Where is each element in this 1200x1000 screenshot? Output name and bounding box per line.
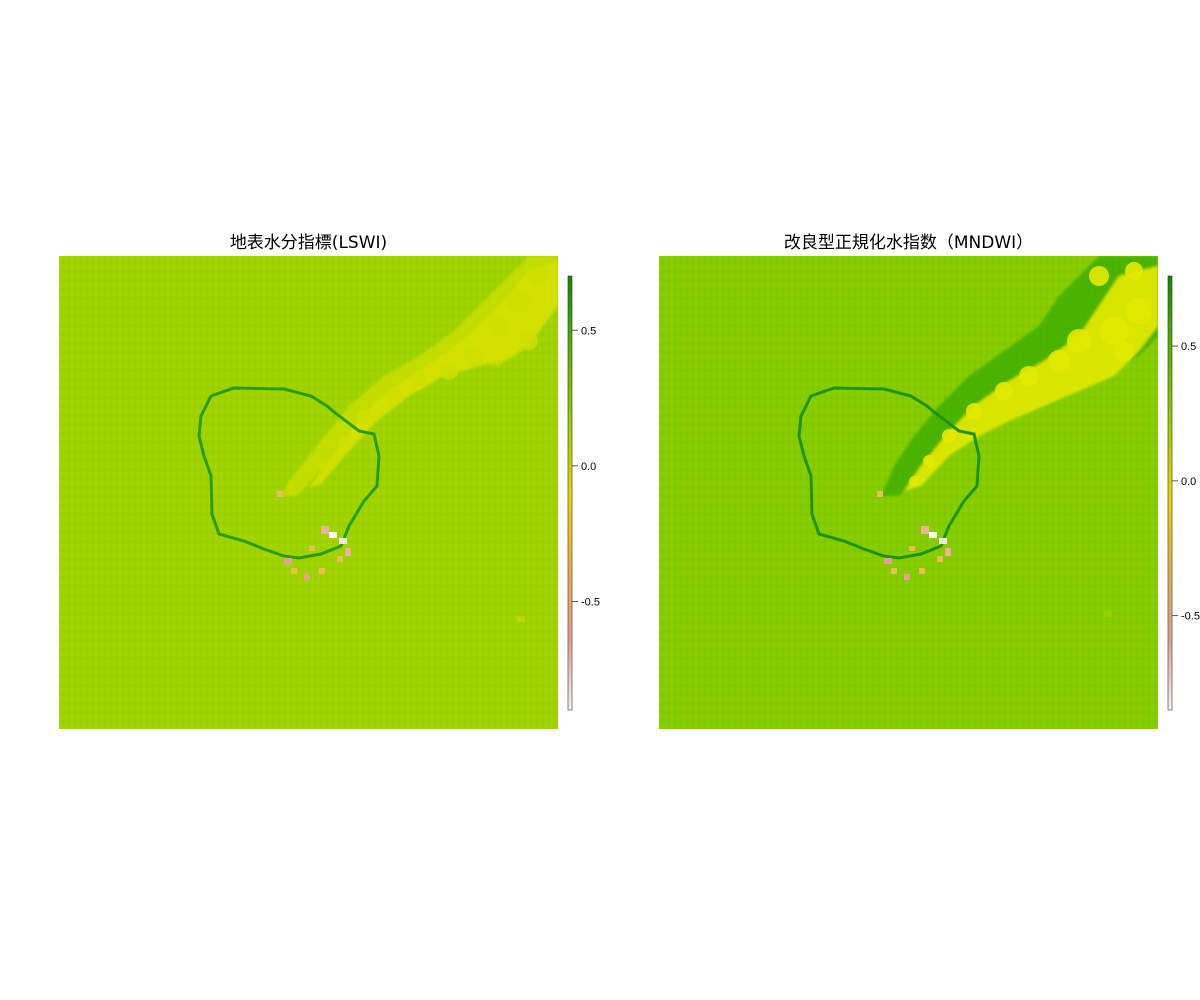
mndwi-legend-bar (1167, 275, 1173, 711)
lswi-legend: 0.5 0.0 -0.5 (567, 275, 600, 711)
lswi-panel: 地表水分指標(LSWI) (59, 233, 600, 729)
legend-tick-label: -0.5 (581, 597, 600, 609)
lswi-map (59, 256, 558, 729)
legend-tick-label: -0.5 (1181, 611, 1200, 623)
mndwi-title: 改良型正規化水指数（MNDWI） (783, 233, 1034, 253)
mndwi-panel: 改良型正規化水指数（MNDWI） (600, 0, 1200, 1000)
legend-tick-label: 0.0 (581, 461, 596, 473)
legend-color-bar (567, 275, 573, 711)
legend-tick-label: 0.0 (1181, 476, 1196, 488)
mndwi-map (659, 256, 1158, 729)
mndwi-legend: 0.5 0.0 -0.5 (1167, 275, 1200, 711)
legend-color-bar (1167, 275, 1173, 711)
lswi-title: 地表水分指標(LSWI) (229, 233, 388, 253)
lswi-legend-bar (567, 275, 573, 711)
legend-tick-label: 0.5 (581, 325, 596, 337)
legend-tick-label: 0.5 (1181, 341, 1196, 353)
